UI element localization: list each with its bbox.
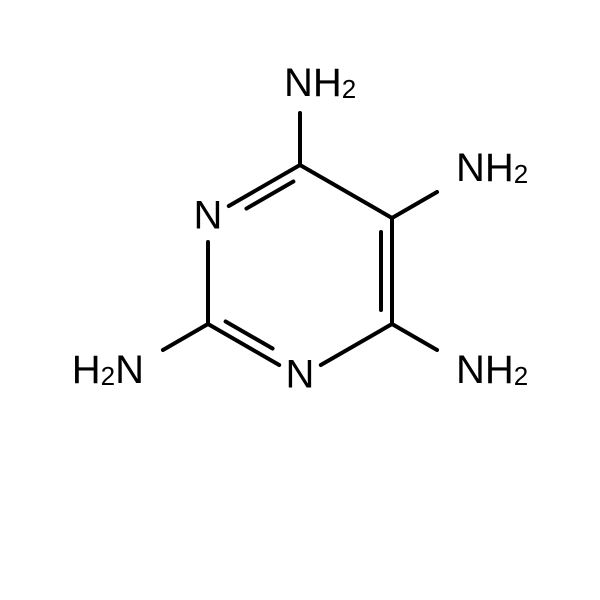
atom-label-NH2_ll: H2N	[72, 348, 144, 392]
bond	[246, 182, 293, 209]
atom-label-NH2_lr: NH2	[456, 348, 528, 392]
bond	[392, 192, 437, 218]
atom-label-N_bot: N	[286, 353, 315, 397]
bond	[163, 324, 208, 350]
bond	[321, 324, 392, 365]
atom-label-N_ul: N	[194, 194, 223, 238]
bond	[300, 165, 392, 218]
atom-label-NH2_top: NH2	[284, 61, 356, 105]
atom-label-NH2_ur: NH2	[456, 146, 528, 190]
bond	[392, 324, 437, 350]
bond	[226, 321, 273, 348]
